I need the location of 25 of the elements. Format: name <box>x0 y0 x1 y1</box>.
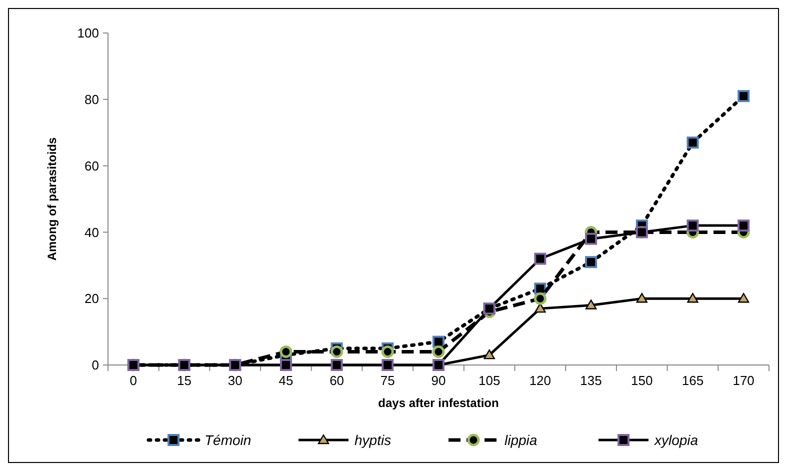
x-tick-label: 0 <box>130 373 138 388</box>
x-tick-label: 15 <box>177 373 192 388</box>
x-tick-label: 150 <box>631 373 653 388</box>
y-axis-title: Among of parasitoids <box>45 137 59 261</box>
x-tick-label: 105 <box>478 373 500 388</box>
legend-label: xylopia <box>654 432 698 448</box>
x-tick-label: 90 <box>431 373 446 388</box>
y-tick-label: 60 <box>84 158 99 174</box>
x-tick-label: 75 <box>380 373 395 388</box>
x-tick-label: 165 <box>682 373 704 388</box>
y-tick-label: 40 <box>84 224 99 240</box>
x-tick-label: 30 <box>228 373 242 388</box>
y-tick-label: 100 <box>77 26 99 41</box>
y-tick-label: 80 <box>84 92 99 107</box>
x-tick-label: 170 <box>732 373 754 388</box>
x-tick-label: 120 <box>529 373 552 388</box>
legend-label: hyptis <box>354 432 392 448</box>
x-tick-label: 60 <box>330 373 344 388</box>
y-tick-label: 20 <box>84 291 99 306</box>
x-tick-label: 45 <box>278 373 294 388</box>
x-axis-title: days after infestation <box>378 396 499 410</box>
x-tick-label: 135 <box>580 373 602 388</box>
legend-label: Témoin <box>204 432 252 448</box>
legend-label: lippia <box>504 432 538 448</box>
y-tick-label: 0 <box>92 358 99 373</box>
